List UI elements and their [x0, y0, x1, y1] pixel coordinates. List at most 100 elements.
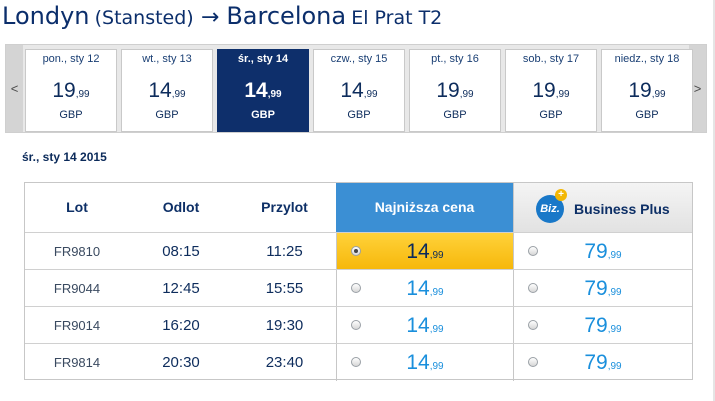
price-dec: ,99	[267, 89, 282, 100]
date-price: 19,99	[410, 79, 500, 107]
header-arrival: Przylot	[261, 199, 308, 215]
business-fare-price: 79,99	[514, 233, 692, 274]
date-tile[interactable]: czw., sty 15 14,99 GBP	[313, 49, 405, 132]
price-dec: ,99	[607, 361, 622, 372]
flight-row: FR9014 16:20 19:30 14,99 79,99	[25, 306, 692, 344]
price-int: 14	[148, 79, 172, 102]
plus-icon: +	[555, 189, 567, 201]
fare-radio[interactable]	[528, 320, 538, 330]
business-plus-fare-option[interactable]: 79,99	[513, 307, 692, 344]
price-int: 19	[52, 79, 76, 102]
date-price: 14,99	[314, 79, 404, 107]
lowest-fare-price: 14,99	[337, 270, 513, 311]
fare-radio[interactable]	[351, 357, 361, 367]
price-dec: ,99	[555, 89, 570, 100]
price-int: 14	[406, 351, 430, 374]
business-plus-label: Business Plus	[574, 201, 670, 217]
date-tile[interactable]: niedz., sty 18 19,99 GBP	[601, 49, 693, 132]
lowest-fare-price: 14,99	[337, 344, 513, 385]
lowest-fare-price: 14,99	[337, 307, 513, 348]
date-tile[interactable]: wt., sty 13 14,99 GBP	[121, 49, 213, 132]
arrival-time: 19:30	[265, 317, 304, 334]
business-plus-fare-option[interactable]: 79,99	[513, 270, 692, 307]
date-carousel: < > pon., sty 12 19,99 GBP wt., sty 13 14,99…	[5, 44, 707, 133]
currency-label: GBP	[59, 109, 83, 121]
currency-label: GBP	[635, 109, 659, 121]
date-tile[interactable]: sob., sty 17 19,99 GBP	[505, 49, 597, 132]
price-dec: ,99	[607, 287, 622, 298]
business-plus-fare-option[interactable]: 79,99	[513, 344, 692, 381]
fare-radio[interactable]	[528, 357, 538, 367]
fare-radio[interactable]	[351, 320, 361, 330]
price-int: 79	[584, 277, 608, 300]
price-int: 19	[532, 79, 556, 102]
price-dec: ,99	[459, 89, 474, 100]
header-departure: Odlot	[162, 199, 200, 215]
route-title: Londyn (Stansted) → Barcelona El Prat T2	[2, 2, 442, 36]
selected-date-heading: śr., sty 14 2015	[22, 150, 107, 164]
lowest-fare-price: 14,99	[337, 233, 513, 274]
price-int: 14	[406, 314, 430, 337]
price-int: 19	[436, 79, 460, 102]
lowest-fare-option[interactable]: 14,99	[336, 233, 513, 270]
date-tile[interactable]: pt., sty 16 19,99 GBP	[409, 49, 501, 132]
price-dec: ,99	[75, 89, 90, 100]
currency-label: GBP	[443, 109, 467, 121]
destination-city: Barcelona	[226, 2, 347, 30]
date-label: śr., sty 14	[237, 53, 289, 65]
lowest-fare-option[interactable]: 14,99	[336, 307, 513, 344]
flight-number: FR9814	[53, 355, 101, 370]
business-fare-price: 79,99	[514, 270, 692, 311]
origin-airport: (Stansted)	[94, 7, 194, 29]
previous-days-button[interactable]: <	[6, 45, 23, 132]
date-price: 19,99	[602, 79, 692, 107]
origin-city: Londyn	[2, 2, 90, 30]
price-int: 14	[340, 79, 364, 102]
price-dec: ,99	[607, 250, 622, 261]
price-int: 14	[406, 240, 430, 263]
fare-radio[interactable]	[351, 283, 361, 293]
fare-radio[interactable]	[528, 283, 538, 293]
price-dec: ,99	[651, 89, 666, 100]
route-arrow-icon: →	[200, 5, 220, 30]
date-tile[interactable]: pon., sty 12 19,99 GBP	[25, 49, 117, 132]
flights-table: Lot Odlot Przylot Najniższa cena Biz. + …	[24, 182, 693, 381]
date-label: pt., sty 16	[431, 53, 479, 65]
price-dec: ,99	[429, 287, 444, 298]
date-price: 14,99	[218, 79, 308, 107]
date-label: czw., sty 15	[330, 53, 388, 65]
fare-radio[interactable]	[351, 246, 361, 256]
business-plus-fare-option[interactable]: 79,99	[513, 233, 692, 270]
date-price: 14,99	[122, 79, 212, 107]
lowest-fare-option[interactable]: 14,99	[336, 270, 513, 307]
next-days-button[interactable]: >	[689, 45, 706, 132]
price-int: 19	[628, 79, 652, 102]
business-fare-price: 79,99	[514, 307, 692, 348]
price-dec: ,99	[363, 89, 378, 100]
arrival-time: 15:55	[265, 280, 304, 297]
fare-radio[interactable]	[528, 246, 538, 256]
header-flight: Lot	[66, 199, 88, 215]
flight-number: FR9044	[53, 281, 101, 296]
scrollbar[interactable]	[713, 0, 715, 401]
arrival-time: 11:25	[266, 243, 303, 260]
date-price: 19,99	[506, 79, 596, 107]
currency-label: GBP	[539, 109, 563, 121]
price-dec: ,99	[429, 250, 444, 261]
arrival-time: 23:40	[265, 354, 304, 371]
price-dec: ,99	[171, 89, 186, 100]
flight-number: FR9014	[53, 318, 101, 333]
date-label: wt., sty 13	[142, 53, 192, 65]
date-label: sob., sty 17	[522, 53, 580, 65]
date-tile[interactable]: śr., sty 14 14,99 GBP	[217, 49, 309, 132]
flight-row: FR9810 08:15 11:25 14,99 79,99	[25, 232, 692, 270]
destination-airport: El Prat T2	[351, 7, 443, 29]
lowest-fare-option[interactable]: 14,99	[336, 344, 513, 381]
price-int: 79	[584, 240, 608, 263]
price-int: 79	[584, 314, 608, 337]
price-dec: ,99	[429, 361, 444, 372]
currency-label: GBP	[251, 109, 275, 121]
date-label: niedz., sty 18	[614, 53, 680, 65]
departure-time: 08:15	[162, 243, 200, 260]
price-int: 14	[244, 79, 268, 102]
